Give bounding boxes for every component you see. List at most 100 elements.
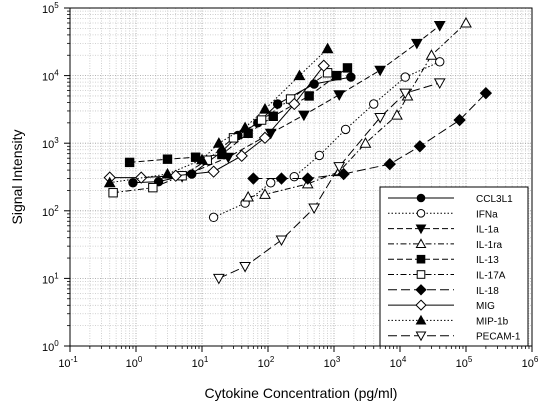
data-point: [275, 172, 288, 185]
data-point: [259, 188, 271, 199]
data-point: [359, 137, 372, 148]
legend-label: IL-1ra: [476, 240, 503, 251]
y-tick-label: 103: [42, 136, 59, 151]
y-tick-label: 100: [42, 339, 59, 354]
y-tick-label: 105: [42, 1, 59, 16]
data-point: [399, 88, 412, 100]
data-point: [247, 172, 260, 185]
data-point: [453, 113, 466, 127]
legend-marker: [416, 193, 426, 203]
data-point: [108, 188, 118, 198]
x-axis-label: Cytokine Concentration (pg/ml): [205, 385, 398, 401]
legend-marker: [415, 238, 427, 249]
legend-label: MIG: [476, 301, 495, 312]
legend-label: IL-1a: [476, 225, 499, 236]
data-point: [322, 68, 333, 78]
legend-box: [379, 186, 529, 347]
data-point: [425, 49, 438, 60]
data-point: [337, 167, 350, 181]
legend-label: IL-17A: [476, 271, 506, 282]
data-point: [342, 63, 353, 73]
series-line: [113, 72, 328, 194]
legend-label: PECAM-1: [476, 332, 521, 343]
data-point: [304, 91, 314, 101]
legend: CCL3L1 IFNa IL-1a IL-1ra IL-13 IL-17A IL-18 MIG…: [379, 186, 529, 347]
data-point: [293, 69, 306, 81]
data-point: [242, 190, 255, 202]
data-point: [272, 99, 283, 109]
y-axis-label: Signal Intensity: [9, 130, 25, 225]
data-point: [479, 86, 493, 100]
series-line: [109, 48, 328, 184]
legend-marker: [416, 254, 426, 264]
legend-label: IL-13: [476, 255, 499, 266]
data-point: [374, 112, 387, 124]
data-point: [433, 21, 446, 32]
y-tick-label: 102: [42, 204, 59, 219]
data-point: [460, 16, 472, 28]
data-point: [433, 78, 446, 89]
legend-marker: [416, 270, 426, 279]
data-point: [413, 140, 427, 153]
x-tick-label: 100: [126, 355, 143, 370]
data-point: [190, 152, 201, 162]
data-point: [369, 99, 379, 109]
legend-entry: MIG: [388, 299, 495, 312]
x-tick-label: 10-1: [58, 355, 78, 370]
data-point: [317, 59, 330, 72]
series-il-18: [247, 86, 493, 185]
series-layer: [103, 16, 493, 285]
legend-entry: PECAM-1: [388, 331, 521, 343]
data-point: [333, 162, 346, 173]
legend-label: IL-18: [476, 286, 499, 297]
data-point: [301, 172, 314, 185]
legend-entry: IL-1ra: [388, 238, 503, 251]
data-point: [128, 178, 138, 188]
data-point: [207, 165, 220, 178]
legend-entry: IL-13: [388, 254, 499, 266]
data-point: [400, 72, 410, 82]
plot-frame: [69, 7, 533, 347]
series-mig: [103, 59, 330, 184]
data-point: [374, 65, 387, 77]
data-point: [314, 150, 325, 161]
legend-entry: IL-18: [388, 284, 499, 297]
y-tick-label: 104: [42, 69, 59, 84]
data-point: [208, 212, 219, 223]
x-tick-label: 103: [324, 355, 341, 370]
data-point: [103, 176, 116, 188]
series-line: [218, 82, 440, 279]
data-point: [239, 261, 252, 273]
data-point: [289, 171, 299, 182]
legend-entry: CCL3L1: [388, 193, 513, 205]
legend-label: MIP-1b: [476, 316, 509, 327]
legend-label: IFNa: [476, 209, 498, 220]
legend-label: CCL3L1: [476, 194, 513, 205]
series-mip-1b: [103, 42, 334, 188]
data-point: [217, 149, 227, 160]
data-point: [161, 167, 174, 179]
axes: 10-1 100 101 102 103 104 105 106100101102103104…: [42, 1, 539, 370]
data-point: [266, 178, 276, 188]
data-point: [410, 38, 423, 50]
data-point: [162, 154, 173, 164]
data-point: [308, 203, 321, 215]
data-point: [391, 109, 403, 120]
data-point: [346, 72, 356, 82]
data-point: [268, 111, 278, 121]
legend-marker: [415, 299, 427, 311]
data-point: [332, 70, 342, 81]
data-point: [333, 90, 346, 101]
x-tick-label: 101: [192, 355, 209, 370]
data-point: [383, 157, 396, 171]
data-point: [235, 149, 248, 163]
data-point: [259, 102, 271, 114]
legend-marker: [415, 331, 427, 342]
data-point: [340, 124, 351, 135]
data-point: [169, 169, 182, 182]
x-tick-label: 102: [258, 355, 275, 370]
x-tick-label: 104: [390, 355, 407, 370]
series-line: [181, 25, 441, 178]
x-tick-label: 105: [456, 355, 473, 370]
